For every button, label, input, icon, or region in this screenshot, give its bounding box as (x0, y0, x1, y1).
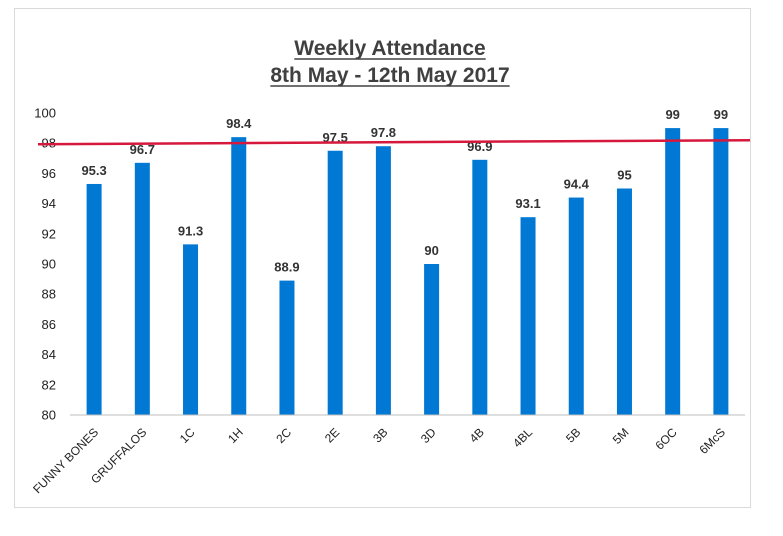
y-tick-label: 100 (34, 106, 56, 121)
y-tick-label: 94 (42, 196, 56, 211)
data-label: 95.3 (81, 163, 106, 178)
bar (279, 280, 295, 415)
chart-title: Weekly Attendance (294, 37, 485, 60)
bar (424, 264, 440, 415)
x-tick-label: 4B (467, 425, 487, 445)
bar (472, 159, 488, 415)
x-tick-label: 1H (225, 425, 246, 446)
y-tick-label: 96 (42, 166, 56, 181)
x-tick-label: 1C (177, 425, 198, 446)
y-tick-label: 88 (42, 287, 56, 302)
bar (568, 197, 584, 415)
data-label: 99 (714, 107, 728, 122)
bar (183, 244, 199, 415)
bar (86, 183, 102, 415)
data-label: 91.3 (178, 223, 203, 238)
x-tick-label: 5M (610, 425, 632, 447)
bar (616, 188, 632, 415)
bar (134, 162, 150, 415)
y-tick-label: 90 (42, 257, 56, 272)
y-axis: 80828486889092949698100 (34, 106, 56, 423)
x-tick-label: 2C (273, 425, 294, 446)
bar (520, 217, 536, 415)
bar (231, 137, 247, 415)
x-tick-label: 3B (370, 425, 390, 445)
data-label: 93.1 (515, 196, 540, 211)
data-label: 96.7 (130, 142, 155, 157)
data-label: 95 (617, 168, 631, 183)
bar (713, 128, 729, 415)
data-label: 94.4 (564, 177, 590, 192)
chart-subtitle: 8th May - 12th May 2017 (270, 64, 509, 87)
y-tick-label: 82 (42, 377, 56, 392)
bar (665, 128, 681, 415)
y-tick-label: 84 (42, 347, 56, 362)
y-tick-label: 86 (42, 317, 56, 332)
data-label: 99 (665, 107, 679, 122)
data-label: 97.8 (371, 125, 396, 140)
x-tick-label: 6OC (652, 425, 680, 453)
x-tick-label: 6McS (696, 425, 728, 457)
target-line (37, 138, 751, 146)
x-tick-label: FUNNY BONES (30, 425, 101, 496)
y-tick-label: 92 (42, 226, 56, 241)
data-label: 88.9 (274, 260, 299, 275)
x-tick-label: 2E (322, 425, 342, 445)
x-tick-label: 4BL (510, 425, 535, 450)
x-tick-label: 5B (563, 425, 583, 445)
bar (375, 146, 391, 415)
data-label: 90 (424, 243, 438, 258)
bars (86, 128, 729, 415)
bar (327, 150, 343, 415)
data-label: 98.4 (226, 116, 252, 131)
x-tick-label: 3D (418, 425, 439, 446)
data-label: 97.5 (323, 130, 348, 145)
chart-title-group: Weekly Attendance 8th May - 12th May 201… (270, 37, 510, 87)
y-tick-label: 80 (42, 408, 56, 423)
